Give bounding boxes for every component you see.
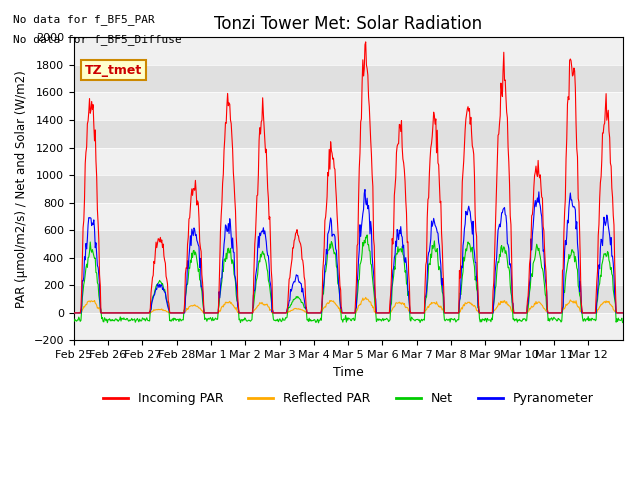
- Title: Tonzi Tower Met: Solar Radiation: Tonzi Tower Met: Solar Radiation: [214, 15, 482, 33]
- Bar: [74, 37, 623, 65]
- Bar: [74, 93, 623, 120]
- X-axis label: Time: Time: [333, 366, 364, 379]
- Y-axis label: PAR (μmol/m2/s) / Net and Solar (W/m2): PAR (μmol/m2/s) / Net and Solar (W/m2): [15, 70, 28, 308]
- Bar: [74, 147, 623, 175]
- Legend: Incoming PAR, Reflected PAR, Net, Pyranometer: Incoming PAR, Reflected PAR, Net, Pyrano…: [98, 387, 598, 410]
- Text: No data for f_BF5_PAR: No data for f_BF5_PAR: [13, 14, 154, 25]
- Text: No data for f_BF5_Diffuse: No data for f_BF5_Diffuse: [13, 34, 182, 45]
- Bar: [74, 258, 623, 285]
- Bar: [74, 203, 623, 230]
- Bar: [74, 313, 623, 340]
- Text: TZ_tmet: TZ_tmet: [84, 64, 142, 77]
